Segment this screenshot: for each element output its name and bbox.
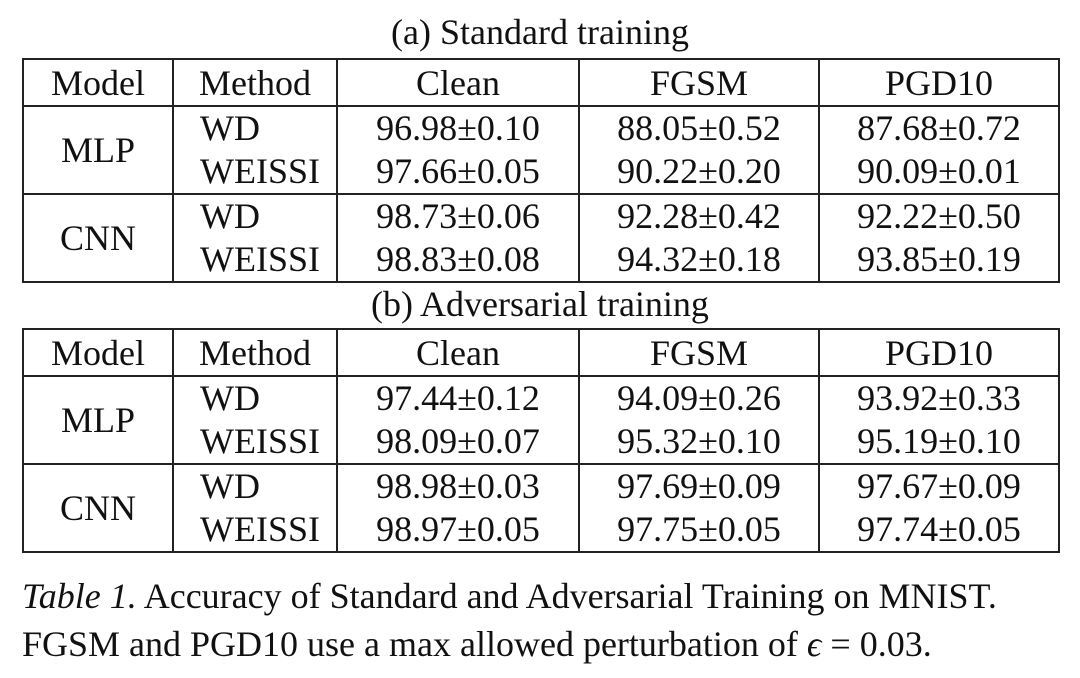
table-adversarial-training: Model Method Clean FGSM PGD10 MLP WD 97.… bbox=[22, 328, 1060, 553]
pgd10-cell: 97.74±0.05 bbox=[818, 508, 1060, 553]
fgsm-cell: 90.22±0.20 bbox=[578, 150, 820, 195]
table-row: MLP WD 97.44±0.12 94.09±0.26 93.92±0.33 bbox=[22, 375, 1060, 465]
subcaption-standard-training: (a) Standard training bbox=[391, 12, 689, 52]
table-caption: Table 1. Accuracy of Standard and Advers… bbox=[22, 572, 1062, 668]
fgsm-cell: 94.32±0.18 bbox=[578, 238, 820, 283]
clean-cell: 97.44±0.12 bbox=[336, 375, 580, 420]
clean-cell: 98.83±0.08 bbox=[336, 238, 580, 283]
table-row: CNN WD 98.73±0.06 92.28±0.42 92.22±0.50 bbox=[22, 193, 1060, 283]
caption-line1: Accuracy of Standard and Adversarial Tra… bbox=[136, 576, 997, 616]
clean-cell: 98.09±0.07 bbox=[336, 420, 580, 465]
header-pgd10: PGD10 bbox=[818, 58, 1060, 107]
header-method: Method bbox=[172, 58, 338, 107]
method-cell: WD bbox=[172, 105, 338, 150]
group-cnn: CNN WD 98.73±0.06 92.28±0.42 92.22±0.50 … bbox=[22, 193, 1060, 283]
pgd10-cell: 97.67±0.09 bbox=[818, 463, 1060, 508]
header-row: Model Method Clean FGSM PGD10 bbox=[22, 328, 1060, 377]
header-clean: Clean bbox=[336, 328, 580, 377]
caption-line2-pre: FGSM and PGD10 use a max allowed perturb… bbox=[22, 624, 807, 664]
method-cell: WD bbox=[172, 193, 338, 238]
epsilon-symbol: ϵ bbox=[806, 624, 822, 664]
subcaption-adversarial-training: (b) Adversarial training bbox=[371, 284, 709, 324]
header-fgsm: FGSM bbox=[578, 328, 820, 377]
fgsm-cell: 92.28±0.42 bbox=[578, 193, 820, 238]
group-cnn: CNN WD 98.98±0.03 97.69±0.09 97.67±0.09 … bbox=[22, 463, 1060, 553]
method-cell: WEISSI bbox=[172, 508, 338, 553]
pgd10-cell: 87.68±0.72 bbox=[818, 105, 1060, 150]
method-cell: WEISSI bbox=[172, 420, 338, 465]
model-cell: MLP bbox=[22, 105, 174, 195]
table-row: MLP WD 96.98±0.10 88.05±0.52 87.68±0.72 bbox=[22, 105, 1060, 195]
header-row: Model Method Clean FGSM PGD10 bbox=[22, 58, 1060, 107]
header-model: Model bbox=[22, 328, 174, 377]
table-row: WEISSI 98.83±0.08 94.32±0.18 93.85±0.19 bbox=[23, 238, 1060, 283]
method-cell: WD bbox=[172, 375, 338, 420]
model-cell: CNN bbox=[22, 463, 174, 553]
header-fgsm: FGSM bbox=[578, 58, 820, 107]
header-clean: Clean bbox=[336, 58, 580, 107]
caption-label: Table 1. bbox=[22, 576, 137, 616]
model-cell: CNN bbox=[22, 193, 174, 283]
table-row: WEISSI 98.09±0.07 95.32±0.10 95.19±0.10 bbox=[23, 420, 1060, 465]
fgsm-cell: 95.32±0.10 bbox=[578, 420, 820, 465]
clean-cell: 97.66±0.05 bbox=[336, 150, 580, 195]
fgsm-cell: 88.05±0.52 bbox=[578, 105, 820, 150]
method-cell: WD bbox=[172, 463, 338, 508]
clean-cell: 96.98±0.10 bbox=[336, 105, 580, 150]
method-cell: WEISSI bbox=[172, 150, 338, 195]
pgd10-cell: 92.22±0.50 bbox=[818, 193, 1060, 238]
fgsm-cell: 97.75±0.05 bbox=[578, 508, 820, 553]
header-model: Model bbox=[22, 58, 174, 107]
fgsm-cell: 97.69±0.09 bbox=[578, 463, 820, 508]
caption-line2-post: = 0.03. bbox=[821, 624, 932, 664]
table-row: CNN WD 98.98±0.03 97.69±0.09 97.67±0.09 bbox=[22, 463, 1060, 553]
method-cell: WEISSI bbox=[172, 238, 338, 283]
model-cell: MLP bbox=[22, 375, 174, 465]
pgd10-cell: 90.09±0.01 bbox=[818, 150, 1060, 195]
fgsm-cell: 94.09±0.26 bbox=[578, 375, 820, 420]
group-mlp: MLP WD 96.98±0.10 88.05±0.52 87.68±0.72 … bbox=[22, 105, 1060, 195]
pgd10-cell: 93.92±0.33 bbox=[818, 375, 1060, 420]
header-method: Method bbox=[172, 328, 338, 377]
clean-cell: 98.98±0.03 bbox=[336, 463, 580, 508]
table-row: WEISSI 97.66±0.05 90.22±0.20 90.09±0.01 bbox=[23, 150, 1060, 195]
table-standard-training: Model Method Clean FGSM PGD10 MLP WD 96.… bbox=[22, 58, 1060, 283]
clean-cell: 98.73±0.06 bbox=[336, 193, 580, 238]
group-mlp: MLP WD 97.44±0.12 94.09±0.26 93.92±0.33 … bbox=[22, 375, 1060, 465]
header-pgd10: PGD10 bbox=[818, 328, 1060, 377]
pgd10-cell: 93.85±0.19 bbox=[818, 238, 1060, 283]
clean-cell: 98.97±0.05 bbox=[336, 508, 580, 553]
table-row: WEISSI 98.97±0.05 97.75±0.05 97.74±0.05 bbox=[23, 508, 1060, 553]
pgd10-cell: 95.19±0.10 bbox=[818, 420, 1060, 465]
